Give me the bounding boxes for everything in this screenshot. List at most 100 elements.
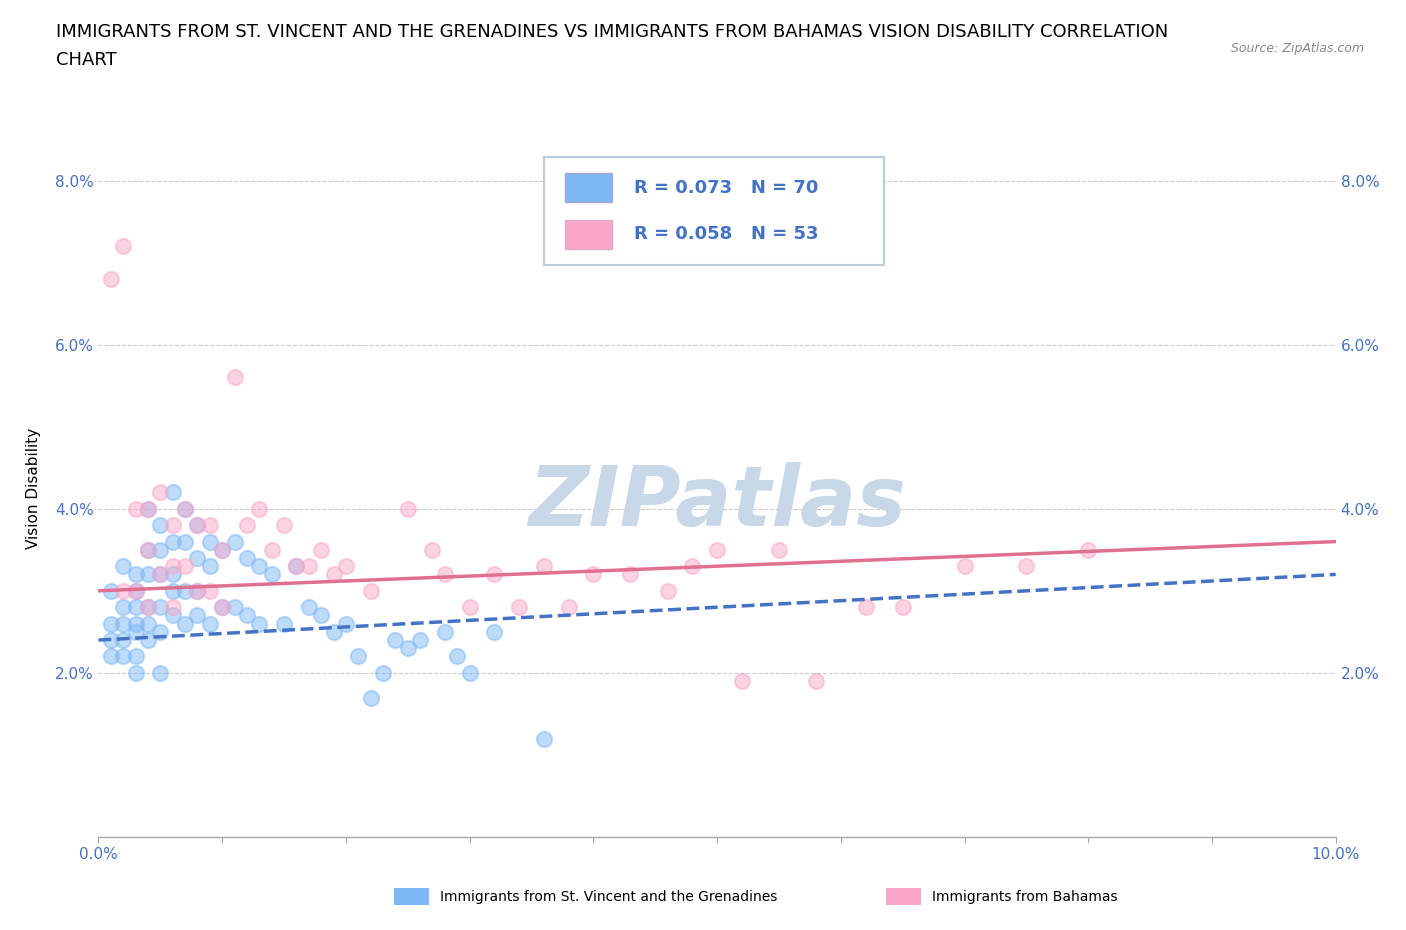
Point bbox=[768, 542, 790, 557]
Text: CHART: CHART bbox=[56, 51, 117, 69]
Text: Source: ZipAtlas.com: Source: ZipAtlas.com bbox=[1230, 42, 1364, 55]
Text: ZIPatlas: ZIPatlas bbox=[529, 461, 905, 543]
Point bbox=[186, 583, 208, 598]
Point bbox=[174, 617, 197, 631]
Point bbox=[211, 600, 233, 615]
Point bbox=[149, 567, 172, 582]
Point bbox=[149, 666, 172, 681]
Point bbox=[124, 501, 146, 516]
FancyBboxPatch shape bbox=[544, 157, 884, 265]
Point bbox=[174, 583, 197, 598]
Point bbox=[285, 559, 308, 574]
Point bbox=[174, 559, 197, 574]
Point bbox=[198, 518, 221, 533]
Point bbox=[124, 624, 146, 639]
Point bbox=[112, 632, 135, 647]
Point bbox=[804, 673, 827, 688]
Point bbox=[360, 690, 382, 705]
Point bbox=[422, 542, 444, 557]
Point bbox=[149, 600, 172, 615]
Point bbox=[322, 567, 344, 582]
Point bbox=[273, 617, 295, 631]
Point bbox=[162, 485, 184, 499]
Point bbox=[458, 666, 481, 681]
Point bbox=[198, 583, 221, 598]
Point bbox=[198, 617, 221, 631]
Point bbox=[360, 583, 382, 598]
Point bbox=[198, 559, 221, 574]
Point bbox=[347, 649, 370, 664]
Point bbox=[124, 666, 146, 681]
Point bbox=[100, 272, 122, 286]
Point bbox=[309, 608, 332, 623]
Point bbox=[855, 600, 877, 615]
Point bbox=[112, 583, 135, 598]
Point bbox=[335, 559, 357, 574]
Point bbox=[247, 617, 270, 631]
Point bbox=[657, 583, 679, 598]
Point bbox=[100, 632, 122, 647]
Point bbox=[162, 600, 184, 615]
Point bbox=[124, 600, 146, 615]
Point bbox=[953, 559, 976, 574]
Point bbox=[533, 559, 555, 574]
Point bbox=[1077, 542, 1099, 557]
Point bbox=[136, 501, 159, 516]
Text: IMMIGRANTS FROM ST. VINCENT AND THE GRENADINES VS IMMIGRANTS FROM BAHAMAS VISION: IMMIGRANTS FROM ST. VINCENT AND THE GREN… bbox=[56, 23, 1168, 41]
Point bbox=[112, 617, 135, 631]
Point bbox=[533, 731, 555, 746]
Point bbox=[136, 501, 159, 516]
Point bbox=[236, 551, 259, 565]
Point bbox=[149, 518, 172, 533]
Point bbox=[112, 600, 135, 615]
Point bbox=[247, 501, 270, 516]
Point bbox=[409, 632, 432, 647]
Point bbox=[124, 617, 146, 631]
Point bbox=[186, 551, 208, 565]
Point bbox=[384, 632, 406, 647]
Y-axis label: Vision Disability: Vision Disability bbox=[25, 428, 41, 549]
Point bbox=[484, 567, 506, 582]
Point bbox=[309, 542, 332, 557]
Point bbox=[298, 600, 321, 615]
Point bbox=[186, 608, 208, 623]
Point bbox=[706, 542, 728, 557]
Text: R = 0.073   N = 70: R = 0.073 N = 70 bbox=[634, 179, 818, 196]
Point bbox=[484, 624, 506, 639]
Point bbox=[433, 567, 456, 582]
Point bbox=[247, 559, 270, 574]
Point bbox=[371, 666, 394, 681]
Point bbox=[285, 559, 308, 574]
Point bbox=[174, 501, 197, 516]
Point bbox=[396, 641, 419, 656]
Point bbox=[396, 501, 419, 516]
Point bbox=[236, 518, 259, 533]
Point bbox=[224, 534, 246, 549]
Point bbox=[124, 583, 146, 598]
Point bbox=[162, 567, 184, 582]
Point bbox=[112, 559, 135, 574]
Point bbox=[136, 600, 159, 615]
Point bbox=[557, 600, 579, 615]
Point bbox=[619, 567, 641, 582]
Point bbox=[273, 518, 295, 533]
Point bbox=[1015, 559, 1038, 574]
Point bbox=[112, 649, 135, 664]
Point bbox=[136, 600, 159, 615]
Point bbox=[322, 624, 344, 639]
Point bbox=[260, 567, 283, 582]
Point bbox=[186, 583, 208, 598]
Point bbox=[136, 542, 159, 557]
Point bbox=[162, 583, 184, 598]
Point bbox=[149, 567, 172, 582]
Point bbox=[149, 624, 172, 639]
Point bbox=[186, 518, 208, 533]
Point bbox=[100, 617, 122, 631]
FancyBboxPatch shape bbox=[565, 219, 612, 249]
Point bbox=[298, 559, 321, 574]
Point bbox=[198, 534, 221, 549]
Point bbox=[149, 485, 172, 499]
Point bbox=[211, 542, 233, 557]
Point bbox=[100, 649, 122, 664]
Point bbox=[260, 542, 283, 557]
